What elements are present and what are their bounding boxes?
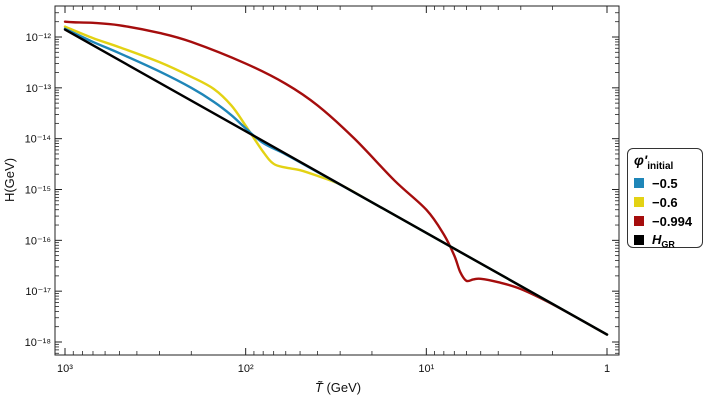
legend-swatch	[634, 235, 644, 246]
legend-swatch	[634, 216, 644, 227]
legend-item-3: HGR	[634, 231, 696, 250]
legend: φ'initial −0.5 −0.6 −0.994 HGR	[627, 148, 703, 250]
legend-label-sub: GR	[661, 239, 675, 250]
y-tick-label: 10⁻¹³	[26, 83, 52, 95]
plot-area	[54, 5, 620, 356]
legend-label: HGR	[652, 232, 675, 250]
legend-label: −0.6	[652, 194, 678, 210]
series-line-2	[63, 20, 609, 336]
legend-item-1: −0.6	[634, 193, 696, 212]
x-tick-label: 1	[604, 363, 610, 375]
y-tick-label: 10⁻¹⁴	[25, 134, 52, 146]
y-tick-label: 10⁻¹⁸	[25, 337, 51, 349]
x-tick-label: 10³	[57, 363, 73, 375]
x-axis-title: T̃ (GeV)	[315, 380, 361, 395]
series-lines	[63, 20, 609, 336]
x-axis-symbol: T̃	[315, 380, 324, 395]
x-tick-label: 10²	[238, 363, 254, 375]
legend-title-sub: initial	[647, 160, 674, 172]
y-tick-label: 10⁻¹⁶	[25, 235, 51, 247]
legend-label: −0.5	[652, 175, 678, 191]
legend-swatch	[634, 197, 644, 208]
legend-item-0: −0.5	[634, 174, 696, 193]
y-tick-label: 10⁻¹²	[26, 32, 52, 44]
x-axis-unit: (GeV)	[323, 380, 361, 395]
y-axis-title: H(GeV)	[2, 158, 17, 202]
axis-ticks	[55, 6, 619, 355]
series-line-3	[63, 28, 609, 336]
x-tick-label: 10¹	[418, 363, 434, 375]
tick-labels: 10³ 10² 10¹ 1 10⁻¹² 10⁻¹³ 10⁻¹⁴ 10⁻¹⁵ 10⁻¹⁶ 10⁻¹⁷…	[25, 32, 611, 375]
legend-title: φ'initial	[634, 152, 696, 172]
legend-label: −0.994	[652, 213, 693, 229]
y-tick-label: 10⁻¹⁷	[25, 286, 51, 298]
y-tick-label: 10⁻¹⁵	[25, 185, 51, 197]
legend-item-2: −0.994	[634, 212, 696, 231]
legend-title-symbol: φ'	[634, 152, 648, 168]
legend-swatch	[634, 178, 644, 189]
legend-label-symbol: H	[652, 231, 662, 247]
